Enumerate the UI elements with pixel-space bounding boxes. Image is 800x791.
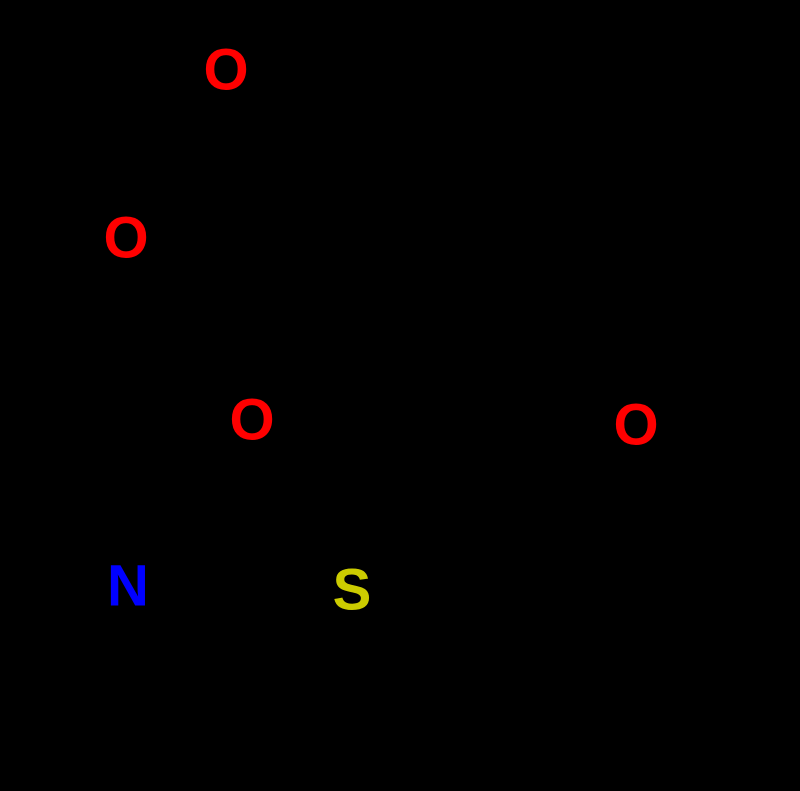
bond-single (630, 457, 635, 560)
atoms-layer: O O O O N S (94, 38, 668, 623)
bond-single (384, 591, 500, 595)
atom-label-N: N (107, 554, 149, 619)
molecule-diagram: O O O O N S (0, 0, 800, 791)
bond-single (500, 595, 590, 740)
atom-label-O: O (613, 393, 658, 458)
bond-double (435, 335, 535, 435)
atom-label-S: S (333, 558, 372, 623)
atom-label-O: O (229, 388, 274, 453)
bond-single (320, 150, 420, 240)
bond-double (415, 145, 515, 235)
bond-single (284, 422, 430, 430)
bond-single (155, 150, 320, 225)
bond-double (244, 587, 319, 594)
bond-double (425, 325, 525, 425)
bond-single (145, 613, 215, 730)
bond-double (425, 155, 525, 245)
bond-single (520, 70, 620, 150)
bond-single (530, 330, 612, 404)
bond-single (160, 580, 245, 584)
bond-single (245, 452, 251, 580)
atom-label-O: O (103, 206, 148, 271)
bond-single (500, 560, 630, 595)
atom-label-O: O (203, 38, 248, 103)
bond-single (32, 263, 106, 360)
bond-single (630, 560, 740, 640)
bond-single (45, 613, 111, 720)
bond-single (620, 70, 720, 240)
bond-single (420, 240, 530, 330)
bond-single (530, 240, 720, 330)
bond-double (246, 573, 321, 580)
